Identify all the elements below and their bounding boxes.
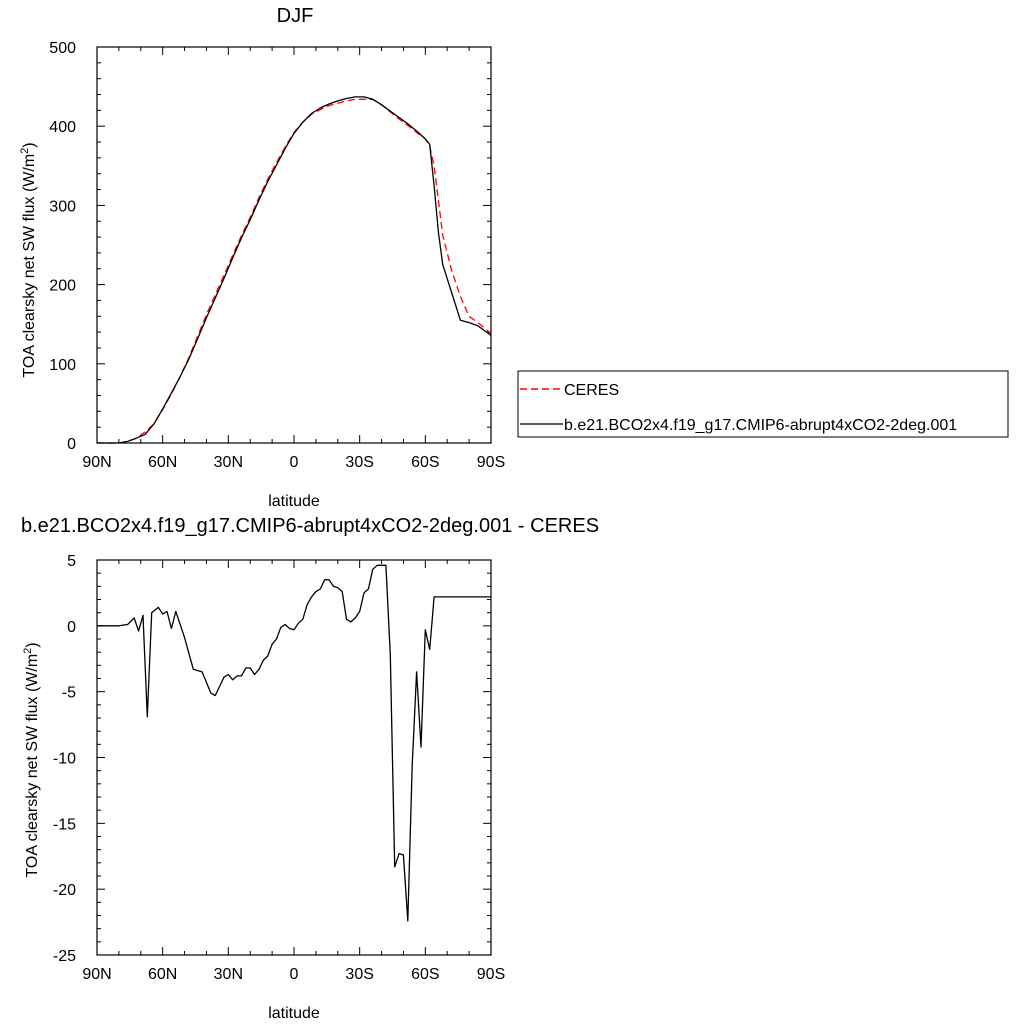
bottom-ytick-label: -25 <box>53 948 76 965</box>
top-xtick-label: 60N <box>148 454 177 471</box>
top-xtick-label: 30N <box>214 454 243 471</box>
bottom-ytick-label: -10 <box>53 751 76 768</box>
bottom-ytick-label: -5 <box>62 685 76 702</box>
top-xtick-label: 0 <box>290 454 299 471</box>
bottom-series <box>97 564 491 922</box>
top-ticks: 90N 60N 30N 0 30S 60S 90S 0 100 200 300 400 500 <box>49 40 505 471</box>
top-series-line-1 <box>97 96 492 444</box>
bottom-title: b.e21.BCO2x4.f19_g17.CMIP6-abrupt4xCO2-2… <box>21 515 599 537</box>
legend: CERES b.e21.BCO2x4.f19_g17.CMIP6-abrupt4… <box>517 370 1009 438</box>
bottom-ytick-label: 5 <box>67 553 76 570</box>
bottom-ticks: 90N 60N 30N 0 30S 60S 90S -25 -20 -15 -10 -5 0 5 <box>53 553 505 983</box>
bottom-xtick-label: 90S <box>477 966 505 983</box>
bottom-xtick-label: 0 <box>290 966 299 983</box>
bottom-series-line-0 <box>97 564 491 922</box>
bottom-ytick-label: -20 <box>53 882 76 899</box>
top-series-line-0 <box>97 98 492 444</box>
legend-box <box>517 370 1009 438</box>
top-ylabel: TOA clearsky net SW flux (W/m2) <box>19 142 38 377</box>
bottom-xtick-label: 60S <box>411 966 439 983</box>
top-plot-frame <box>96 46 492 444</box>
top-series <box>97 96 492 444</box>
top-ytick-label: 200 <box>49 278 76 295</box>
top-ytick-label: 100 <box>49 357 76 374</box>
top-xlabel: latitude <box>268 493 320 510</box>
bottom-ytick-label: -15 <box>53 816 76 833</box>
bottom-ytick-label: 0 <box>67 619 76 636</box>
top-xtick-label: 30S <box>345 454 373 471</box>
bottom-xlabel: latitude <box>268 1005 320 1022</box>
bottom-xtick-label: 90N <box>82 966 111 983</box>
panel-bottom: b.e21.BCO2x4.f19_g17.CMIP6-abrupt4xCO2-2… <box>21 515 599 1022</box>
top-ytick-label: 300 <box>49 198 76 215</box>
top-title: DJF <box>277 5 314 27</box>
top-ytick-label: 0 <box>67 436 76 453</box>
top-xtick-label: 60S <box>411 454 439 471</box>
top-ytick-label: 500 <box>49 40 76 57</box>
bottom-xtick-label: 60N <box>148 966 177 983</box>
top-xtick-label: 90S <box>477 454 505 471</box>
panel-top: DJF 90N 60N 30N 0 30S 60S 90S0100200300400500 … <box>19 5 505 510</box>
legend-label-model: b.e21.BCO2x4.f19_g17.CMIP6-abrupt4xCO2-2… <box>564 417 957 434</box>
bottom-ylabel: TOA clearsky net SW flux (W/m2) <box>22 642 41 877</box>
bottom-xtick-label: 30N <box>214 966 243 983</box>
legend-label-ceres: CERES <box>564 382 619 399</box>
top-xtick-label: 90N <box>82 454 111 471</box>
top-ytick-label: 400 <box>49 119 76 136</box>
bottom-xtick-label: 30S <box>345 966 373 983</box>
